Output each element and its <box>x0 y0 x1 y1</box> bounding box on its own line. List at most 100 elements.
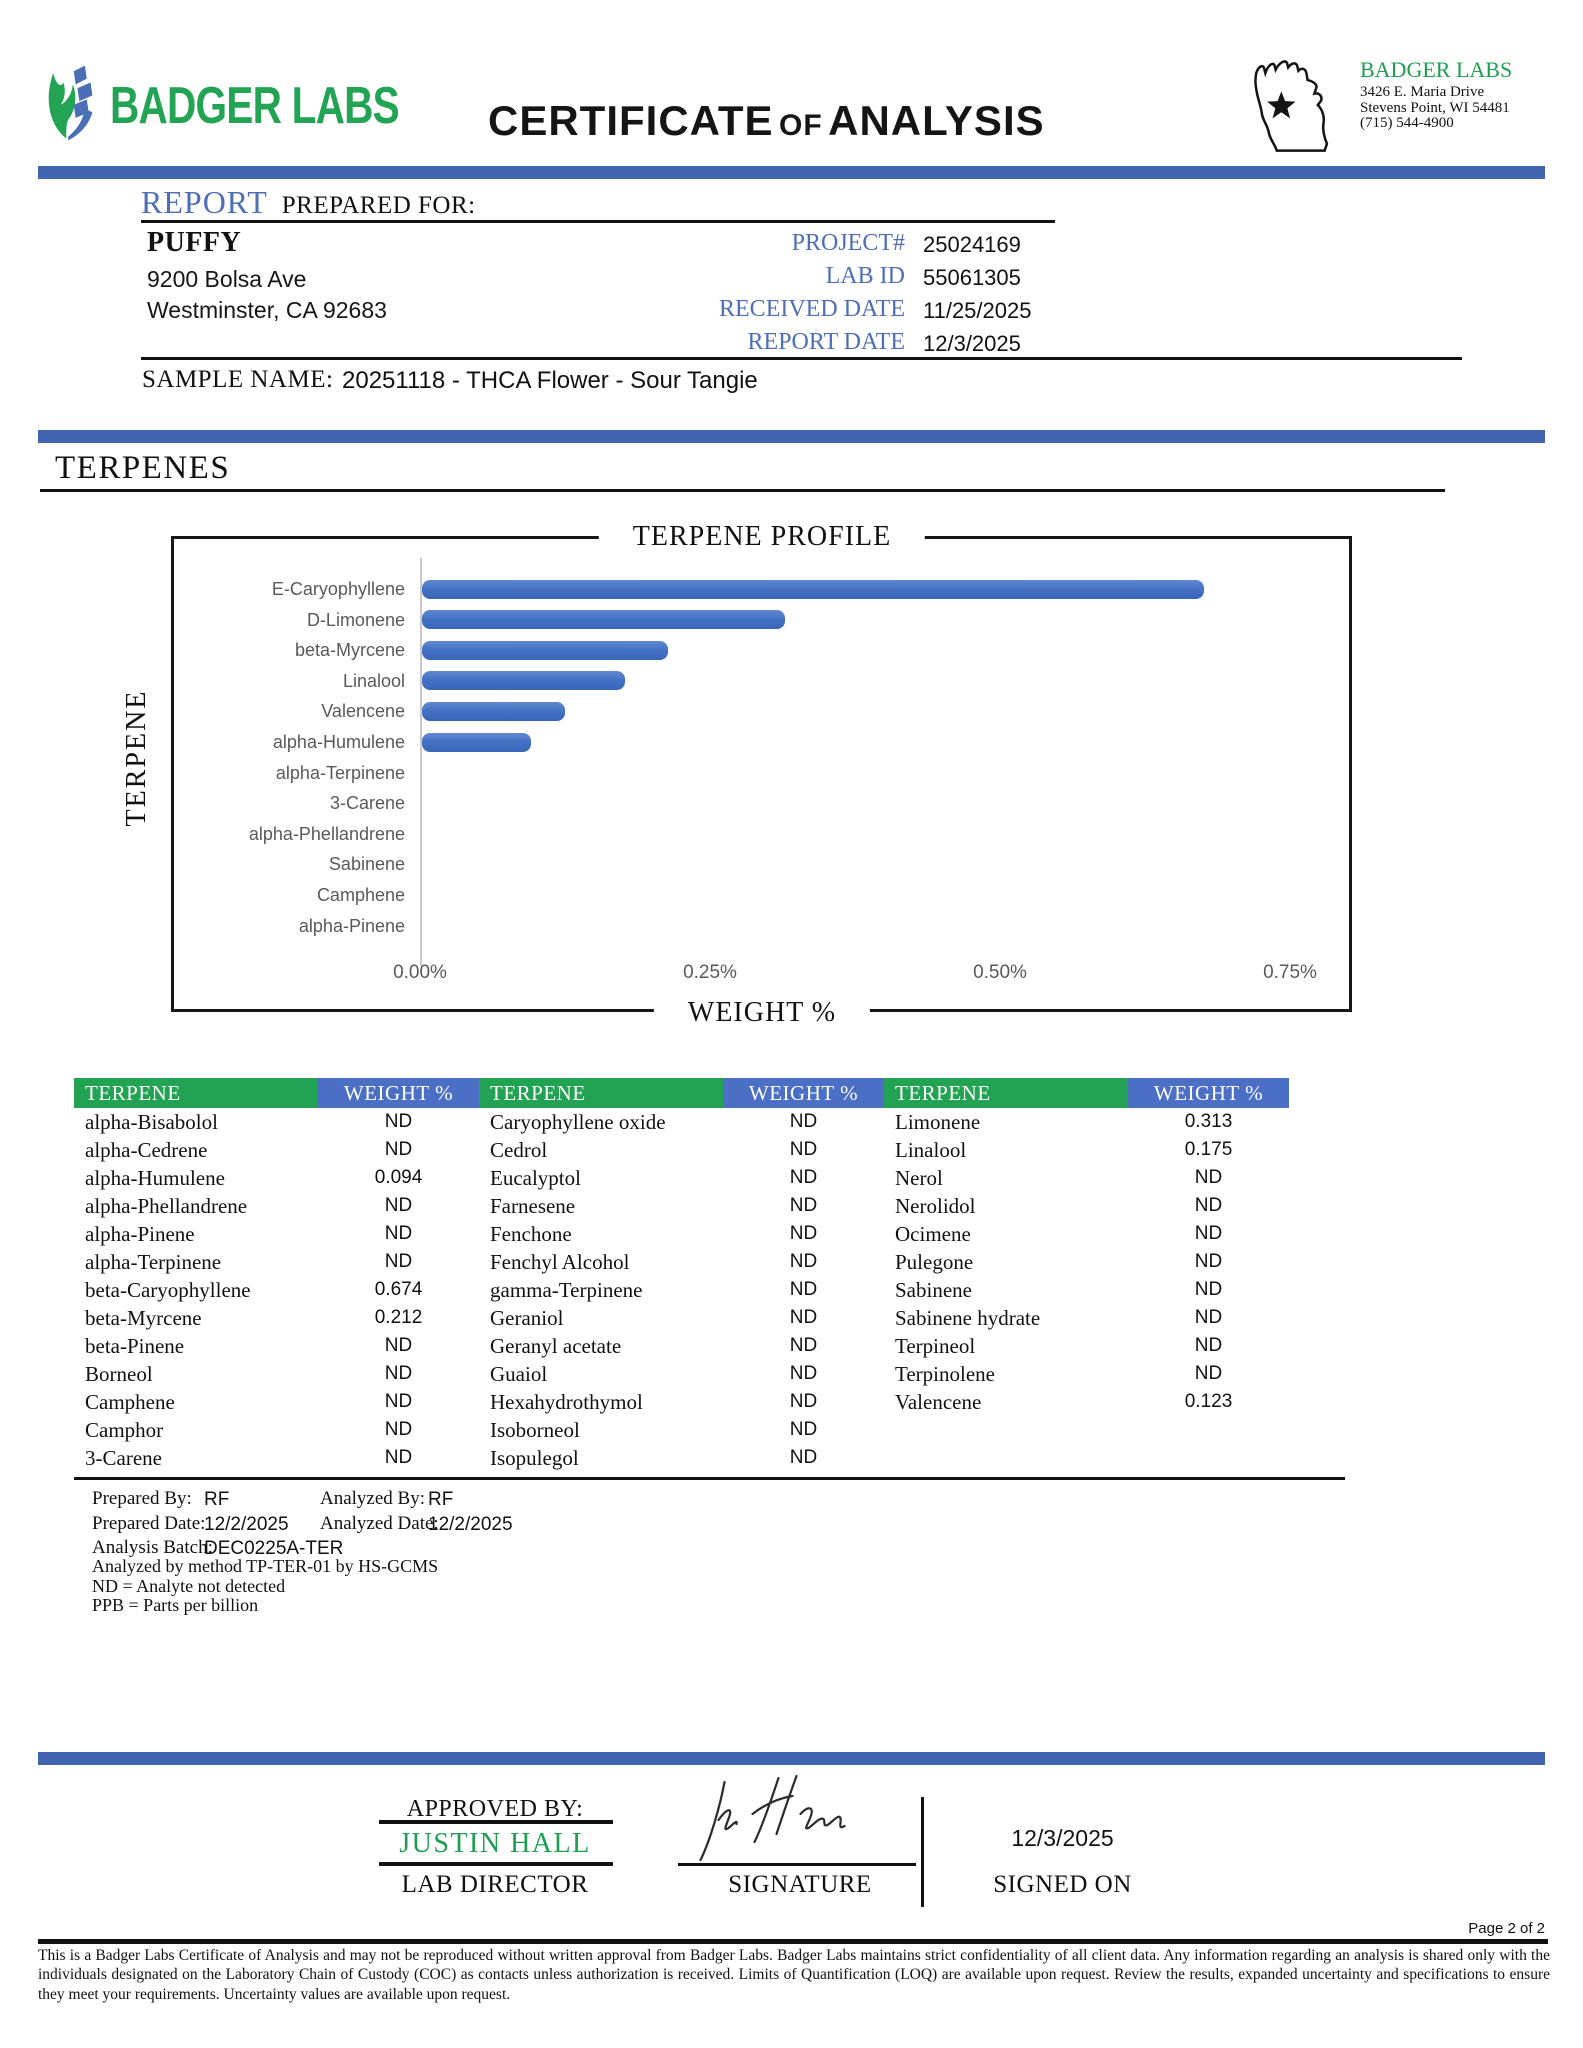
terpene-header-cell: TERPENE <box>479 1078 723 1108</box>
terpene-name-cell: Fenchyl Alcohol <box>490 1250 630 1274</box>
prepared-for-word: PREPARED FOR: <box>281 192 476 219</box>
lab-director-label: LAB DIRECTOR <box>401 1871 589 1898</box>
terpene-name-cell: alpha-Bisabolol <box>85 1110 218 1134</box>
terpene-name-cell: 3-Carene <box>85 1446 162 1470</box>
terpene-name-cell: alpha-Pinene <box>85 1222 195 1246</box>
table-row: alpha-Terpinene ND <box>74 1248 479 1276</box>
chart-bar <box>422 701 565 721</box>
terpene-name-cell: Terpinolene <box>895 1362 995 1386</box>
meta-label: LAB ID <box>825 263 905 289</box>
lab-address-block: BADGER LABS 3426 E. Maria Drive Stevens … <box>1360 58 1512 132</box>
chart-category-label: E-Caryophyllene <box>271 579 405 599</box>
weight-value-cell: ND <box>384 1223 413 1244</box>
table-row: Limonene 0.313 <box>884 1108 1289 1136</box>
footer-rule <box>38 1939 1548 1944</box>
weight-value-cell: ND <box>384 1139 413 1160</box>
meta-value: 55061305 <box>923 265 1021 290</box>
terpene-name-cell: beta-Pinene <box>85 1334 185 1358</box>
table-row: alpha-Phellandrene ND <box>74 1192 479 1220</box>
chart-category-label: 3-Carene <box>329 793 405 814</box>
table-row: Sabinene hydrate ND <box>884 1304 1289 1332</box>
analyzed-by-value: RF <box>428 1489 454 1510</box>
weight-value-cell: ND <box>789 1111 818 1132</box>
weight-value-cell: ND <box>1194 1195 1223 1216</box>
weight-header-cell: WEIGHT % <box>723 1078 884 1108</box>
lab-phone: (715) 544-4900 <box>1360 115 1454 131</box>
axis-tick-label: 0.25% <box>683 962 737 983</box>
weight-value-cell: ND <box>789 1363 818 1384</box>
terpene-name-cell: Eucalyptol <box>490 1166 581 1190</box>
table-row: Camphene ND <box>74 1388 479 1416</box>
table-row: Geranyl acetate ND <box>479 1332 884 1360</box>
analyzed-by-label: Analyzed By: <box>320 1488 426 1509</box>
sample-name-label: SAMPLE NAME: <box>142 366 334 393</box>
signed-on-date: 12/3/2025 <box>1011 1825 1114 1851</box>
terpene-name-cell: alpha-Humulene <box>85 1166 225 1190</box>
weight-value-cell: ND <box>384 1419 413 1440</box>
weight-value-cell: ND <box>384 1251 413 1272</box>
meta-label: RECEIVED DATE <box>719 296 905 322</box>
chart-bar <box>422 610 785 630</box>
chart-title: TERPENE PROFILE <box>598 521 926 553</box>
weight-header-cell: WEIGHT % <box>318 1078 479 1108</box>
terpene-name-cell: Nerol <box>895 1166 943 1190</box>
chart-category-label: Linalool <box>342 670 405 691</box>
terpene-name-cell: Ocimene <box>895 1222 971 1246</box>
terpene-name-cell: Camphene <box>85 1390 175 1414</box>
weight-value-cell: 0.175 <box>1184 1139 1233 1160</box>
table-row: Eucalyptol ND <box>479 1164 884 1192</box>
weight-value-cell: ND <box>1194 1167 1223 1188</box>
weight-value-cell: ND <box>789 1195 818 1216</box>
chart-bar <box>422 732 531 752</box>
weight-value-cell: ND <box>789 1251 818 1272</box>
lab-name: BADGER LABS <box>1360 57 1513 82</box>
table-row: alpha-Pinene ND <box>74 1220 479 1248</box>
terpene-name-cell: Isoborneol <box>490 1418 580 1442</box>
terpene-name-cell: Valencene <box>895 1390 982 1414</box>
weight-value-cell: ND <box>789 1167 818 1188</box>
chart-category-label: beta-Myrcene <box>294 640 405 661</box>
divider-bar-section <box>38 430 1545 443</box>
terpene-name-cell: alpha-Phellandrene <box>85 1194 248 1218</box>
table-row: Sabinene ND <box>884 1276 1289 1304</box>
meta-value: 25024169 <box>923 232 1021 257</box>
signature-image <box>690 1770 895 1870</box>
weight-value-cell: ND <box>789 1223 818 1244</box>
weight-value-cell: ND <box>789 1279 818 1300</box>
weight-value-cell: ND <box>1194 1279 1223 1300</box>
section-title: TERPENES <box>55 450 231 486</box>
lab-address-line: Stevens Point, WI 54481 <box>1360 99 1510 116</box>
table-row: Isopulegol ND <box>479 1444 884 1472</box>
terpene-header-cell: TERPENE <box>74 1078 318 1108</box>
table-row: Hexahydrothymol ND <box>479 1388 884 1416</box>
document-title: CERTIFICATE of ANALYSIS <box>488 97 1045 144</box>
terpene-name-cell: Sabinene <box>895 1278 972 1302</box>
note-line: ND = Analyte not detected <box>92 1575 286 1596</box>
chart-category-label: alpha-Humulene <box>272 732 405 752</box>
note-line: Analyzed by method TP-TER-01 by HS-GCMS <box>92 1556 439 1576</box>
weight-value-cell: ND <box>789 1447 818 1468</box>
table-header-row: TERPENE WEIGHT % <box>74 1078 479 1108</box>
approver-name: JUSTIN HALL <box>399 1828 591 1859</box>
chart-category-label: Camphene <box>316 885 405 905</box>
prepared-by-value: RF <box>204 1489 230 1510</box>
table-row: Isoborneol ND <box>479 1416 884 1444</box>
terpene-name-cell: Pulegone <box>895 1250 974 1274</box>
report-heading: REPORT PREPARED FOR: <box>141 184 476 221</box>
table-row: gamma-Terpinene ND <box>479 1276 884 1304</box>
terpene-name-cell: Linalool <box>895 1138 967 1162</box>
logo-wordmark: BADGER LABS <box>110 76 400 135</box>
chart-category-label: alpha-Terpinene <box>275 762 405 783</box>
page-number: Page 2 of 2 <box>1468 1920 1545 1937</box>
table-row: Caryophyllene oxide ND <box>479 1108 884 1136</box>
terpene-name-cell: Limonene <box>895 1110 981 1134</box>
weight-value-cell: ND <box>384 1195 413 1216</box>
sample-rule <box>141 357 1462 360</box>
approval-rule <box>379 1862 613 1866</box>
chart-xlabel: WEIGHT % <box>653 997 871 1029</box>
note-line: PPB = Parts per billion <box>92 1595 259 1615</box>
table-row: alpha-Cedrene ND <box>74 1136 479 1164</box>
signature-divider <box>921 1797 924 1907</box>
table-rule <box>74 1477 1345 1480</box>
weight-value-cell: 0.313 <box>1184 1111 1233 1132</box>
